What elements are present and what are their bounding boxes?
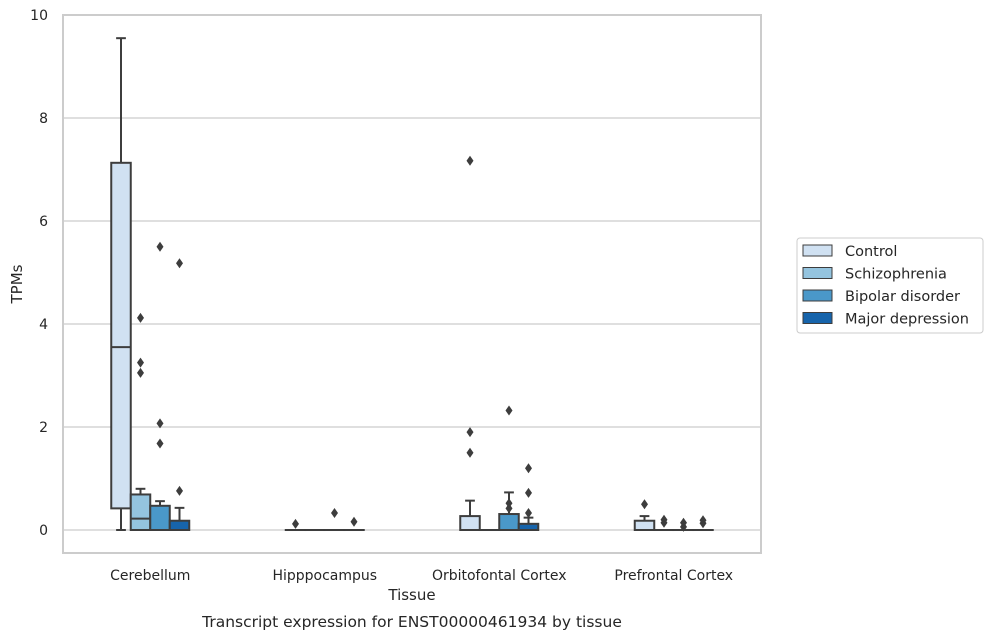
box-body — [633, 519, 656, 531]
box-bipolar-disorder — [323, 508, 346, 532]
outlier-point — [137, 367, 144, 378]
outlier-point — [176, 485, 183, 496]
x-tick-labels: Cerebellum Hipppocampus Orbitofontal Corte… — [110, 568, 733, 584]
outlier-point — [156, 241, 164, 252]
box-control — [110, 37, 132, 531]
x-axis-label: Tissue — [387, 586, 435, 604]
outlier-point — [176, 258, 183, 269]
box-body — [498, 513, 520, 531]
outlier-point — [680, 517, 687, 528]
box-schizophrenia — [129, 312, 152, 531]
legend-swatch — [802, 289, 833, 302]
box-control — [633, 499, 656, 531]
box-body — [149, 504, 171, 532]
box-plot-series — [110, 37, 714, 532]
legend-label: Control — [845, 244, 897, 260]
outlier-point — [505, 498, 513, 509]
legend: Control Schizophrenia Bipolar disorder Majo… — [796, 237, 984, 334]
outlier-point — [525, 463, 532, 474]
legend-swatch — [802, 244, 833, 257]
x-tick-label: Prefrontal Cortex — [614, 568, 733, 584]
outlier-point — [466, 155, 474, 166]
outlier-point — [505, 503, 513, 514]
box-control — [459, 155, 481, 531]
y-tick-label: 10 — [30, 8, 48, 24]
outlier-point — [292, 518, 299, 529]
box-bipolar-disorder — [672, 517, 695, 532]
box-bipolar-disorder — [498, 405, 520, 531]
outlier-point — [156, 418, 164, 429]
outlier-point — [137, 312, 144, 323]
x-tick-label: Hipppocampus — [272, 568, 377, 584]
outlier-point — [505, 405, 513, 416]
x-tick-label: Cerebellum — [110, 568, 190, 584]
outlier-point — [350, 516, 358, 527]
box-bipolar-disorder — [149, 241, 171, 532]
outlier-point — [641, 499, 648, 510]
box-major-depression — [517, 463, 540, 532]
y-axis-label: TPMs — [8, 264, 26, 304]
box-control — [284, 518, 307, 532]
legend-swatch — [802, 267, 833, 279]
outlier-point — [466, 427, 474, 438]
x-tick-label: Orbitofontal Cortex — [432, 568, 567, 584]
y-tick-label: 6 — [39, 214, 48, 230]
legend-label: Schizophrenia — [845, 267, 947, 283]
legend-swatch — [802, 312, 833, 324]
figure-caption: Transcript expression for ENST0000046193… — [201, 613, 622, 631]
box-schizophrenia — [653, 514, 675, 532]
legend-label: Bipolar disorder — [845, 289, 960, 305]
box-body — [459, 515, 481, 531]
box-body — [168, 519, 191, 531]
y-tick-label: 8 — [39, 111, 48, 127]
outlier-point — [699, 515, 707, 526]
outlier-point — [525, 508, 532, 519]
y-tick-label: 2 — [39, 420, 48, 436]
outlier-point — [525, 487, 532, 498]
gridlines — [63, 117, 761, 531]
legend-frame — [796, 237, 984, 334]
y-tick-label: 0 — [39, 523, 48, 539]
box-major-depression — [168, 258, 191, 531]
box-major-depression — [692, 515, 714, 532]
y-tick-label: 4 — [39, 317, 48, 333]
box-major-depression — [343, 516, 365, 532]
plot-frame — [62, 14, 762, 554]
legend-label: Major depression — [845, 312, 969, 328]
outlier-point — [466, 447, 474, 458]
outlier-point — [137, 357, 144, 368]
outlier-point — [331, 508, 338, 519]
box-body — [110, 161, 132, 510]
y-tick-labels: 0 2 4 6 8 10 — [30, 8, 48, 539]
outlier-point — [660, 514, 668, 525]
box-body — [129, 493, 152, 531]
outlier-point — [156, 438, 164, 449]
